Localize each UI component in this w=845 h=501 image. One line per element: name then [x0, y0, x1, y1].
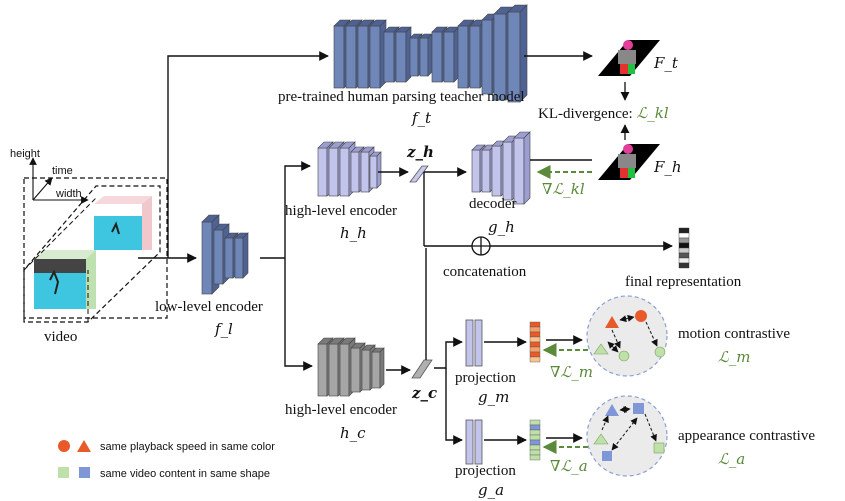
- decoder-label: decoder: [469, 196, 516, 212]
- final-representation-vector: [678, 227, 690, 269]
- width-axis-label: width: [55, 188, 82, 200]
- teacher-symbol: f_t: [411, 109, 432, 127]
- motion-loss-symbol: ℒ_m: [718, 348, 751, 366]
- motion-contrastive-label: motion contrastive: [678, 326, 790, 342]
- fh-label: F_h: [653, 158, 682, 176]
- projection-m-blocks: [465, 319, 483, 367]
- legend-red-triangle-icon: [77, 440, 91, 452]
- ft-label: F_t: [653, 54, 679, 72]
- grad-kl-label: ∇ℒ_kl: [542, 180, 585, 198]
- appearance-vector: [529, 419, 541, 461]
- projection-a-blocks: [465, 419, 483, 465]
- zh-vector: [409, 165, 429, 183]
- projection-a-label: projection: [455, 463, 516, 479]
- low-level-encoder-blocks: [201, 214, 249, 295]
- teacher-model-blocks: [333, 4, 528, 103]
- projection-m-label: projection: [455, 370, 516, 386]
- legend-blue-square-icon: [79, 467, 90, 478]
- fh-output-image: [598, 144, 660, 180]
- video-label: video: [44, 329, 77, 345]
- connectors: [138, 51, 673, 445]
- zc-label: z_c: [411, 384, 437, 402]
- low-encoder-symbol: f_l: [214, 320, 233, 338]
- grad-a-label: ∇ℒ_a: [550, 457, 588, 475]
- appearance-contrastive-label: appearance contrastive: [678, 428, 815, 444]
- video-cube: [23, 177, 168, 323]
- appearance-loss-symbol: ℒ_a: [718, 450, 745, 468]
- kl-divergence-label: KL-divergence: ℒ_kl: [538, 104, 669, 122]
- appearance-contrastive-circle: [586, 395, 668, 477]
- zc-vector: [411, 359, 433, 379]
- legend-item-content: same video content in same shape: [100, 468, 270, 480]
- legend-green-square-icon: [58, 467, 69, 478]
- projection-m-symbol: g_m: [478, 388, 509, 406]
- legend: same playback speed in same color same v…: [58, 440, 275, 480]
- grad-m-label: ∇ℒ_m: [550, 363, 593, 381]
- high-encoder-c-label: high-level encoder: [285, 402, 397, 418]
- zh-label: z_h: [406, 143, 434, 161]
- axes-indicator: [29, 157, 89, 204]
- decoder-blocks: [471, 131, 531, 205]
- teacher-model-label: pre-trained human parsing teacher model: [278, 89, 525, 105]
- motion-vector: [529, 321, 541, 363]
- ft-output-image: [598, 40, 660, 76]
- concatenation-label: concatenation: [443, 264, 527, 280]
- final-representation-label: final representation: [625, 274, 742, 290]
- high-encoder-h-symbol: h_h: [340, 224, 367, 242]
- legend-item-speed: same playback speed in same color: [100, 441, 275, 453]
- time-axis-label: time: [52, 165, 73, 177]
- high-encoder-h-blocks: [317, 141, 382, 197]
- height-axis-label: height: [10, 148, 40, 160]
- low-level-encoder-label: low-level encoder: [155, 299, 263, 315]
- legend-red-circle-icon: [58, 440, 70, 452]
- decoder-symbol: g_h: [488, 218, 515, 236]
- high-encoder-c-blocks: [317, 337, 385, 397]
- motion-contrastive-circle: [586, 295, 668, 377]
- projection-a-symbol: g_a: [478, 481, 504, 499]
- high-encoder-c-symbol: h_c: [340, 424, 366, 442]
- high-encoder-h-label: high-level encoder: [285, 203, 397, 219]
